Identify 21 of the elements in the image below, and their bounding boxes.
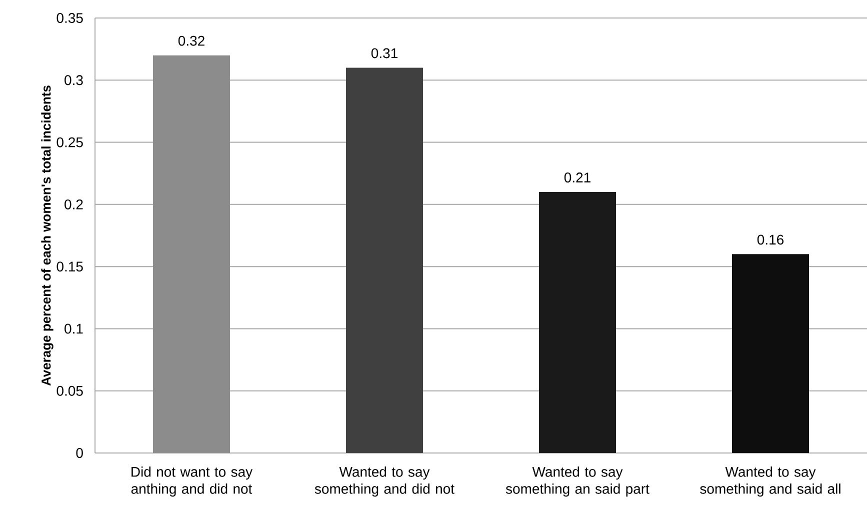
x-tick-label: Wanted to say something and did not bbox=[314, 466, 454, 497]
bar bbox=[346, 68, 424, 453]
data-label: 0.21 bbox=[564, 172, 590, 182]
x-tick-label: Wanted to say something and said all bbox=[700, 466, 840, 497]
bar bbox=[732, 254, 810, 453]
x-tick-label: Did not want to say anthing and did not bbox=[131, 466, 253, 497]
y-tick-label: 0 bbox=[76, 448, 83, 458]
data-label: 0.16 bbox=[757, 234, 784, 245]
y-tick-label: 0.2 bbox=[64, 199, 83, 210]
x-tick-label: Wanted to say something an said part bbox=[506, 466, 650, 497]
data-label: 0.31 bbox=[371, 48, 398, 58]
y-tick-label: 0.35 bbox=[56, 13, 83, 23]
y-axis-title: Average percent of each women's total incidents bbox=[41, 86, 54, 386]
y-tick-label: 0.3 bbox=[64, 75, 83, 86]
y-tick-label: 0.25 bbox=[56, 137, 83, 148]
y-tick-label: 0.05 bbox=[56, 386, 83, 396]
y-tick-label: 0.15 bbox=[56, 262, 83, 272]
y-tick-label: 0.1 bbox=[64, 324, 83, 334]
bar bbox=[539, 192, 616, 453]
data-label: 0.32 bbox=[178, 36, 204, 46]
bar bbox=[153, 55, 230, 453]
